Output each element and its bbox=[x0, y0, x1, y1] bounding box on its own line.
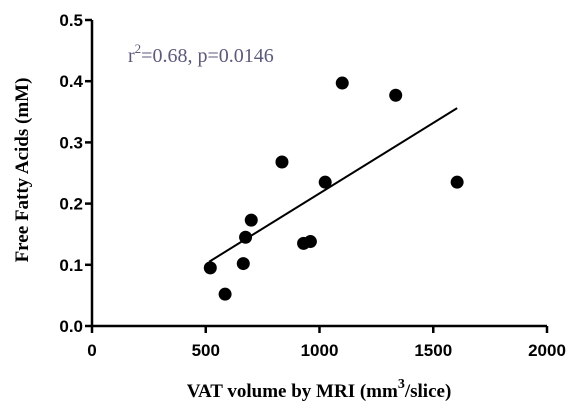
data-point bbox=[303, 235, 317, 249]
data-point bbox=[318, 175, 332, 189]
annotation-stats: =0.68, p=0.0146 bbox=[141, 45, 274, 67]
x-tick-label: 500 bbox=[192, 341, 220, 360]
x-axis-title-superscript: 3 bbox=[398, 377, 405, 392]
annotation-prefix: r bbox=[128, 45, 135, 67]
data-point bbox=[389, 88, 403, 102]
x-tick-label: 0 bbox=[87, 341, 96, 360]
x-axis-title-main: VAT volume by MRI (mm bbox=[187, 381, 398, 402]
data-point bbox=[239, 230, 253, 244]
data-point bbox=[236, 257, 250, 271]
x-tick-label: 2000 bbox=[528, 341, 566, 360]
data-point bbox=[335, 76, 349, 90]
data-point bbox=[218, 287, 232, 301]
y-tick-label: 0.5 bbox=[59, 11, 83, 30]
data-point bbox=[244, 213, 258, 227]
data-point bbox=[275, 155, 289, 169]
x-axis-title: VAT volume by MRI (mm3/slice) bbox=[187, 377, 452, 402]
y-tick-label: 0.1 bbox=[59, 256, 83, 275]
x-tick-label: 1000 bbox=[301, 341, 339, 360]
data-point bbox=[203, 261, 217, 275]
data-point bbox=[450, 175, 464, 189]
x-tick-label: 1500 bbox=[414, 341, 452, 360]
x-axis-title-end: /slice) bbox=[404, 381, 451, 402]
data-points bbox=[203, 76, 464, 301]
y-axis-title: Free Fatty Acids (mM) bbox=[12, 78, 33, 263]
annotation-superscript: 2 bbox=[135, 41, 142, 56]
y-tick-label: 0.3 bbox=[59, 133, 83, 152]
y-axis-ticks: 0.0 0.1 0.2 0.3 0.4 0.5 bbox=[59, 11, 92, 336]
correlation-annotation: r2=0.68, p=0.0146 bbox=[128, 41, 274, 67]
y-tick-label: 0.4 bbox=[59, 72, 83, 91]
y-tick-label: 0.0 bbox=[59, 317, 83, 336]
x-axis-ticks: 0 500 1000 1500 2000 bbox=[87, 326, 566, 360]
y-tick-label: 0.2 bbox=[59, 195, 83, 214]
